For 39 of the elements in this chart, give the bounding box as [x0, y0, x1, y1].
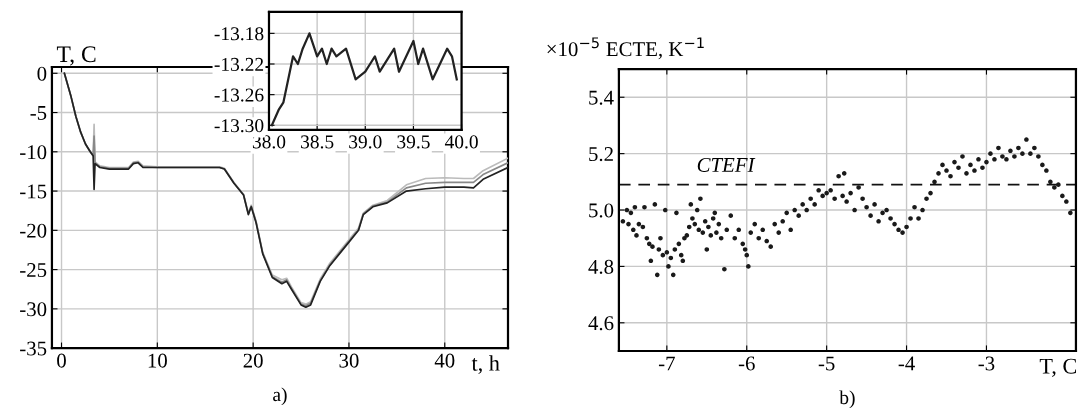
- y-tick-label: -5: [30, 106, 47, 120]
- y-tick-label: -35: [20, 341, 47, 356]
- x-tick-label: 39.5: [397, 135, 430, 149]
- ref-line-label: CTEFI: [697, 157, 756, 172]
- line-series: [270, 32, 458, 127]
- y-tick-label: -20: [20, 223, 47, 238]
- x-tick-label: 30: [339, 353, 359, 368]
- y-tick-label: 0: [37, 66, 47, 81]
- text: b): [839, 390, 855, 409]
- y-tick-label: 5.2: [589, 147, 613, 162]
- y-tick-label: -13.26: [214, 88, 264, 102]
- x-tick-label: -6: [738, 356, 755, 371]
- x-tick-label: 38.5: [301, 135, 334, 149]
- x-tick-label: 39.0: [349, 135, 382, 149]
- x-tick-label: 20: [243, 353, 263, 368]
- y-tick-label: -30: [20, 302, 47, 317]
- y-tick-label: -25: [20, 263, 47, 278]
- x-tick-label: 40.0: [444, 135, 478, 149]
- y-tick-label: -10: [20, 145, 47, 160]
- y-tick-label: 5.0: [589, 203, 614, 218]
- y-tick-label: -15: [20, 184, 47, 199]
- y-axis-title: ×10$^{−5}$ ECTE, K$^{−1}$: [547, 37, 704, 60]
- x-tick-label: 0: [57, 353, 66, 368]
- y-axis-title: T, C: [56, 46, 96, 66]
- y-tick-label: 5.4: [589, 90, 614, 105]
- x-tick-label: -3: [978, 356, 995, 371]
- y-tick-label: -13.18: [214, 27, 264, 41]
- x-tick-label: -5: [818, 356, 835, 371]
- y-tick-label: 4.8: [588, 259, 614, 274]
- x-tick-label: -4: [898, 356, 915, 371]
- x-tick-label: 10: [148, 353, 167, 368]
- x-axis-title: t, h: [471, 355, 500, 374]
- y-tick-label: -13.22: [214, 57, 264, 72]
- x-tick-label: 40: [434, 353, 455, 368]
- x-axis-title: T, C: [1039, 358, 1077, 377]
- x-tick-label: -7: [658, 356, 675, 371]
- y-tick-label: -13.30: [214, 119, 264, 133]
- y-tick-label: 4.6: [588, 316, 614, 331]
- text: a): [273, 387, 287, 406]
